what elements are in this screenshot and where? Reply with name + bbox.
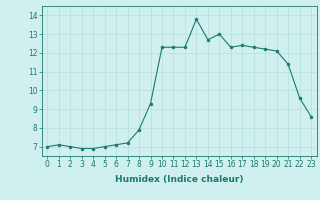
- X-axis label: Humidex (Indice chaleur): Humidex (Indice chaleur): [115, 175, 244, 184]
